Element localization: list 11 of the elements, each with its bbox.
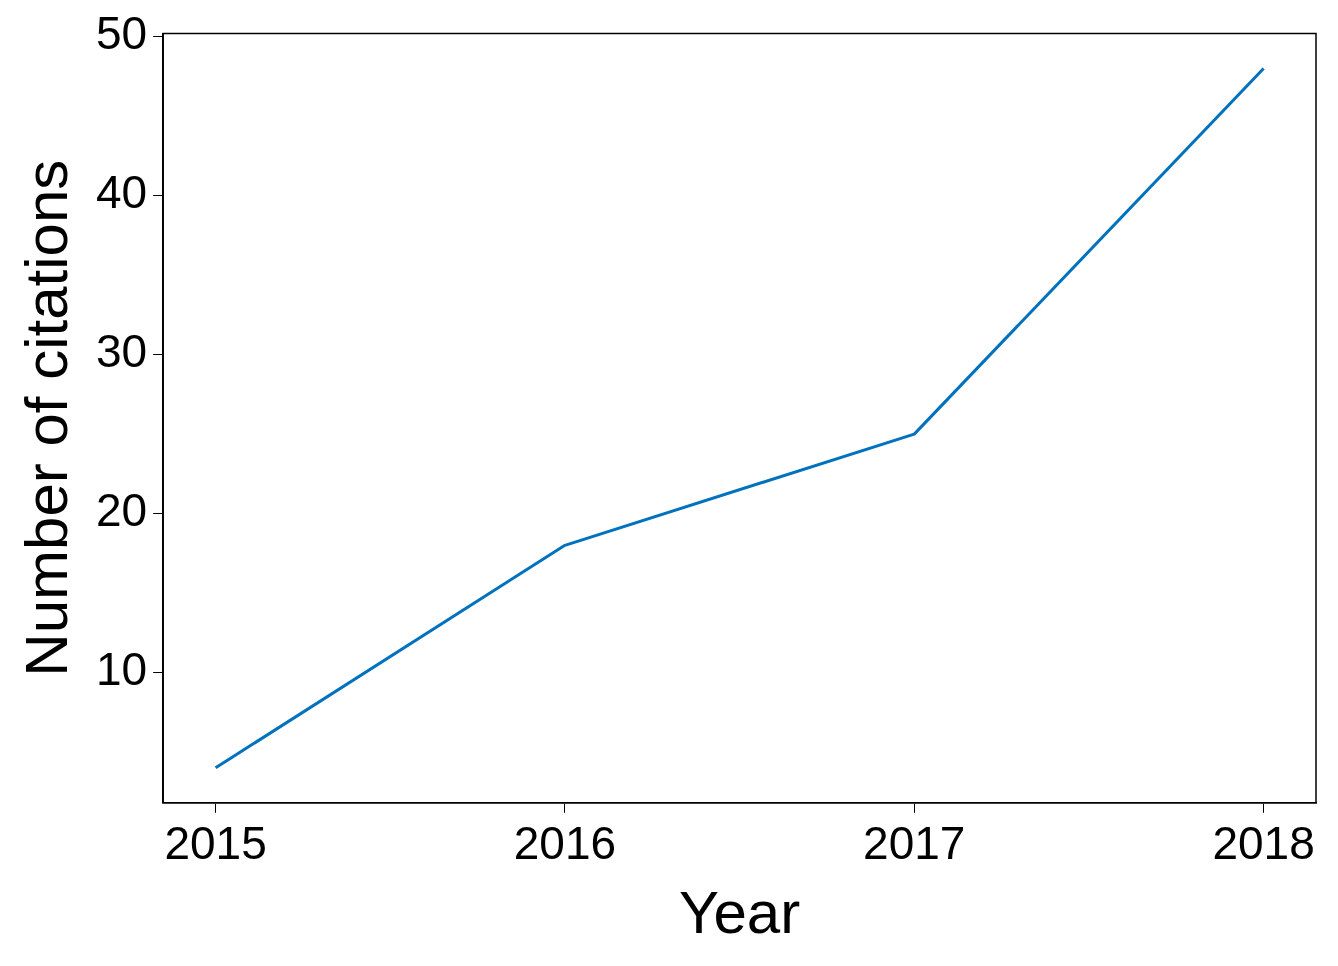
y-axis-title: Number of citations — [12, 159, 80, 677]
y-tick-label: 10 — [95, 643, 148, 696]
y-tick-label: 30 — [95, 325, 148, 378]
y-tick-label: 40 — [95, 166, 148, 219]
y-tick-label: 50 — [95, 7, 148, 60]
x-tick-label: 2017 — [863, 817, 966, 870]
y-tick-label: 20 — [95, 484, 148, 537]
x-tick-label: 2018 — [1212, 817, 1315, 870]
x-tick-label: 2015 — [164, 817, 267, 870]
x-axis-title: Year — [678, 878, 801, 946]
x-tick-label: 2016 — [513, 817, 617, 870]
